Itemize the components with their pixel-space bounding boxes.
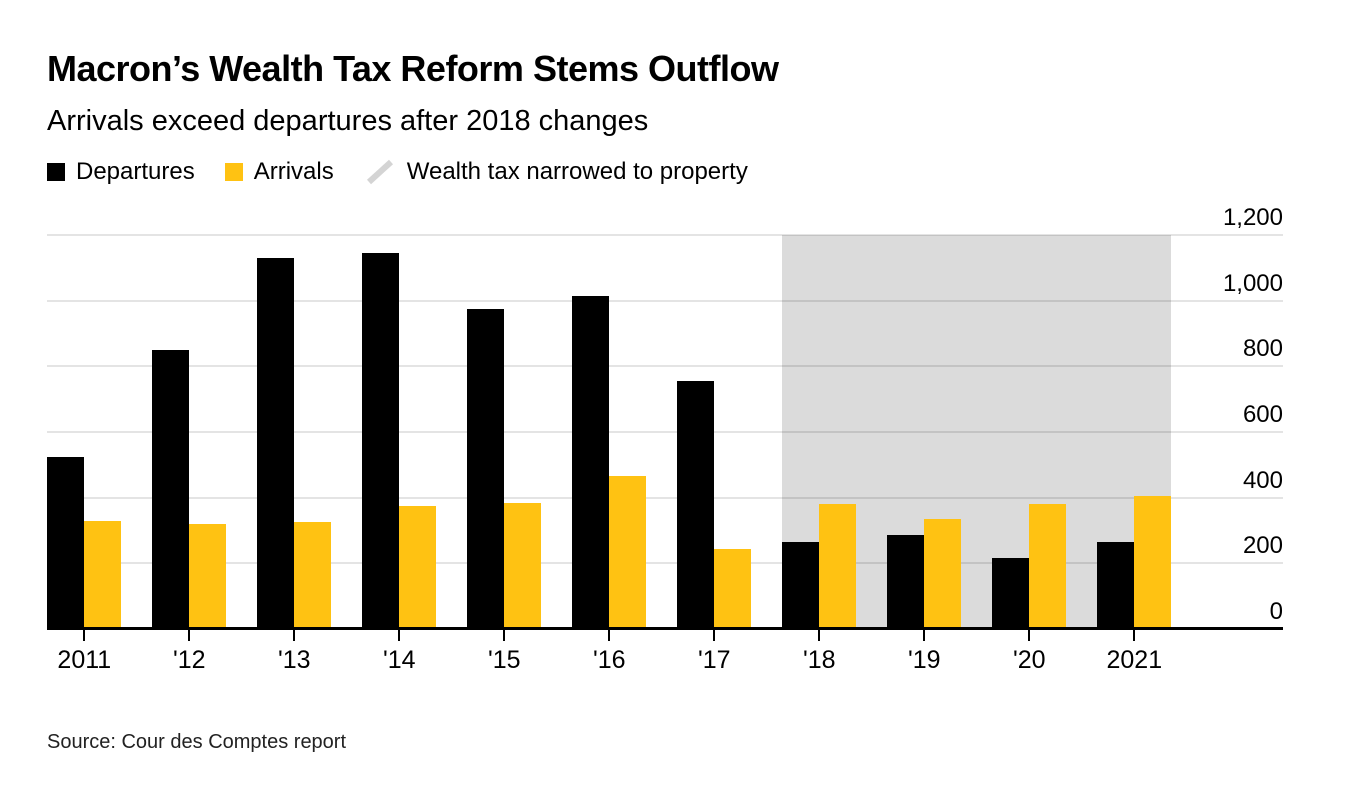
bar-arrivals-'13: [294, 522, 332, 629]
x-tick-'19: [923, 630, 926, 641]
gridline-1000: [47, 299, 1283, 302]
bar-departures-'20: [992, 558, 1030, 629]
x-tick-2011: [83, 630, 86, 641]
chart-title: Macron’s Wealth Tax Reform Stems Outflow: [47, 48, 779, 89]
legend-item-departures: Departures: [47, 158, 195, 186]
x-axis-label-'16: '16: [593, 646, 626, 674]
bar-arrivals-'12: [189, 523, 227, 629]
legend-item-highlight: Wealth tax narrowed to property: [364, 158, 748, 186]
bar-departures-'13: [257, 257, 295, 629]
x-tick-'16: [608, 630, 611, 641]
bar-departures-'17: [677, 381, 715, 629]
legend-label-arrivals: Arrivals: [253, 158, 334, 185]
x-axis-label-2011: 2011: [57, 646, 112, 674]
bar-arrivals-'20: [1029, 504, 1067, 629]
arrivals-swatch-icon: [224, 163, 243, 181]
x-tick-2021: [1133, 630, 1136, 641]
y-axis-label-800: 800: [1242, 335, 1283, 363]
x-axis-label-'14: '14: [383, 646, 416, 674]
bar-arrivals-'14: [399, 505, 437, 629]
x-tick-'17: [713, 630, 716, 641]
bar-arrivals-2021: [1134, 496, 1172, 629]
gridline-600: [47, 431, 1283, 433]
x-axis-label-'19: '19: [908, 646, 941, 674]
legend-label-highlight: Wealth tax narrowed to property: [406, 158, 748, 185]
departures-swatch-icon: [47, 163, 65, 181]
x-axis-label-'18: '18: [803, 646, 836, 674]
x-axis-label-'20: '20: [1013, 646, 1046, 674]
x-axis-label-'17: '17: [698, 646, 731, 674]
bar-arrivals-'16: [609, 476, 647, 629]
x-tick-'14: [398, 630, 401, 641]
y-axis-label-1,000: 1,000: [1222, 269, 1283, 297]
bar-departures-'16: [572, 295, 610, 629]
x-tick-'12: [188, 630, 191, 641]
x-tick-'15: [503, 630, 506, 641]
bar-arrivals-'19: [924, 519, 962, 629]
bar-arrivals-2011: [84, 520, 122, 629]
x-axis-label-'13: '13: [278, 646, 311, 674]
bar-departures-'19: [887, 535, 925, 629]
x-axis-label-2021: 2021: [1106, 646, 1163, 674]
bar-departures-'14: [362, 253, 400, 629]
x-tick-'18: [818, 630, 821, 641]
source-note: Source: Cour des Comptes report: [47, 731, 347, 753]
bar-arrivals-'17: [714, 548, 752, 629]
x-axis-label-'12: '12: [173, 646, 206, 674]
bar-departures-2021: [1097, 542, 1135, 629]
chart-subtitle: Arrivals exceed departures after 2018 ch…: [47, 105, 649, 137]
legend-item-arrivals: Arrivals: [224, 158, 334, 186]
x-tick-'13: [293, 630, 296, 641]
y-axis-label-200: 200: [1242, 532, 1283, 560]
bar-departures-'15: [467, 308, 505, 629]
bar-arrivals-'15: [504, 502, 542, 629]
bar-departures-'12: [152, 349, 190, 629]
slash-icon: [364, 158, 396, 186]
gridline-800: [47, 365, 1283, 368]
y-axis-label-400: 400: [1242, 466, 1283, 494]
plot-area: 2011 '12 '13 '14 '15 '16 '17 '18 '19 '20 2021 0 200 4…: [47, 204, 1283, 674]
gridline-200: [47, 562, 1283, 565]
y-axis-label-600: 600: [1242, 401, 1283, 428]
gridline-400: [47, 496, 1283, 499]
gridline-1200: [47, 234, 1283, 236]
y-axis-label-1,200: 1,200: [1222, 204, 1283, 231]
x-tick-'20: [1028, 630, 1031, 641]
bar-departures-'18: [782, 542, 820, 629]
bar-departures-2011: [47, 456, 85, 629]
y-axis-label-0: 0: [1269, 598, 1283, 625]
legend: Departures Arrivals Wealth tax narrowed …: [47, 158, 748, 186]
x-axis-line: [47, 627, 1283, 630]
bar-arrivals-'18: [819, 504, 857, 629]
x-axis-label-'15: '15: [488, 646, 521, 674]
legend-label-departures: Departures: [76, 158, 195, 185]
